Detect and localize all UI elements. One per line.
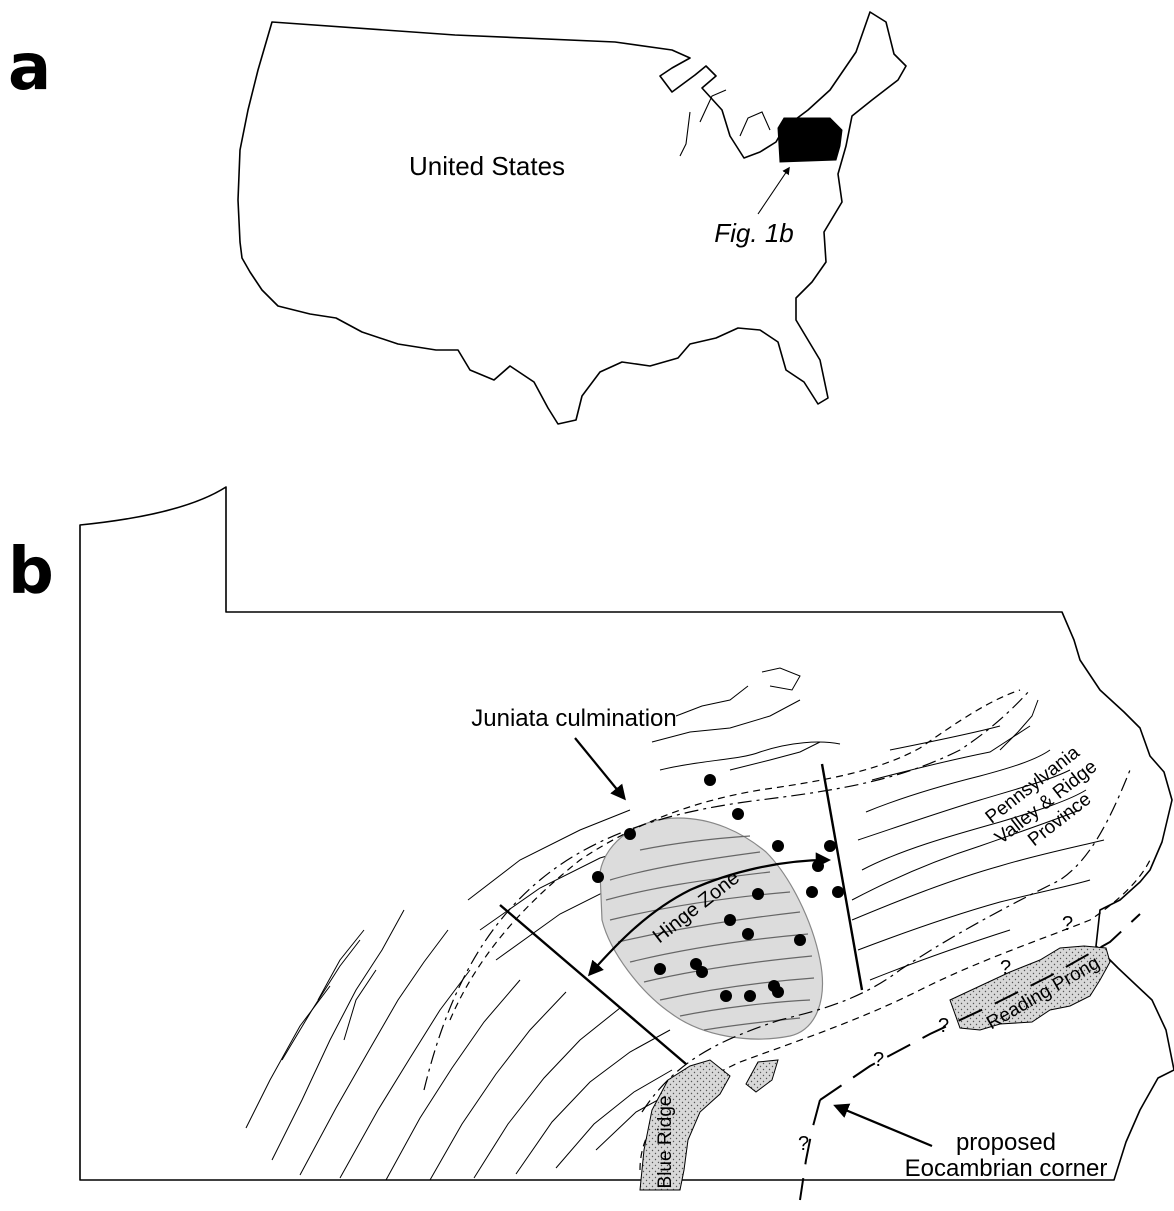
panel-b-letter: b [8, 535, 54, 609]
sample-dot [752, 888, 764, 900]
panel-a-letter: a [8, 31, 52, 105]
sample-sites [592, 774, 844, 1002]
sample-dot [794, 934, 806, 946]
hinge-boundary-west [499, 904, 687, 1065]
blue-ridge-massif [639, 1059, 731, 1191]
uncertain-mark: ? [1000, 957, 1011, 979]
corner-label-line-2: Eocambrian corner [905, 1155, 1108, 1182]
panel-b-map: ? ? ? ? ? Juniata culmination Hinge Zone… [79, 486, 1174, 1201]
valley-ridge-lines [245, 667, 1105, 1181]
sample-dot [824, 840, 836, 852]
sample-dot [724, 914, 736, 926]
sample-dot [592, 871, 604, 883]
us-outline [237, 11, 907, 425]
sample-dot [742, 928, 754, 940]
uncertain-mark: ? [873, 1049, 884, 1071]
sample-dot [772, 986, 784, 998]
uncertain-mark: ? [798, 1133, 809, 1155]
country-label: United States [409, 151, 565, 181]
reading-prong-massif [949, 945, 1111, 1031]
sample-dot [654, 963, 666, 975]
juniata-callout-arrow [574, 737, 626, 801]
corner-label-line-1: proposed [956, 1129, 1056, 1156]
province-boundary-inner [641, 769, 1131, 1113]
blue-ridge-massif-east [745, 1059, 779, 1093]
eocambrian-line-sw [799, 1099, 821, 1201]
juniata-culmination-label: Juniata culmination [471, 705, 676, 732]
hinge-zone-arrow [587, 852, 832, 977]
sample-dot [772, 840, 784, 852]
pennsylvania-highlight [777, 117, 843, 163]
callout-label: Fig. 1b [714, 218, 794, 248]
panel-a-map: United States Fig. 1b [237, 11, 907, 425]
sample-dot [732, 808, 744, 820]
great-lakes-lines [679, 89, 771, 157]
uncertain-mark: ? [1062, 913, 1073, 935]
province-boundary-dashed-north [449, 689, 1021, 1021]
province-boundary-outer [423, 689, 1031, 1091]
hinge-boundary-east [820, 763, 864, 991]
sample-dot [832, 886, 844, 898]
blue-ridge-label: Blue Ridge [655, 1096, 676, 1189]
sample-dot [696, 966, 708, 978]
sample-dot [720, 990, 732, 1002]
uncertain-mark: ? [938, 1015, 949, 1037]
sample-dot [704, 774, 716, 786]
sample-dot [812, 860, 824, 872]
sample-dot [806, 886, 818, 898]
eocambrian-line-ne [819, 913, 1141, 1101]
corner-callout-arrow [833, 1103, 933, 1148]
sample-dot [624, 828, 636, 840]
callout-arrow [757, 166, 790, 215]
sample-dot [744, 990, 756, 1002]
